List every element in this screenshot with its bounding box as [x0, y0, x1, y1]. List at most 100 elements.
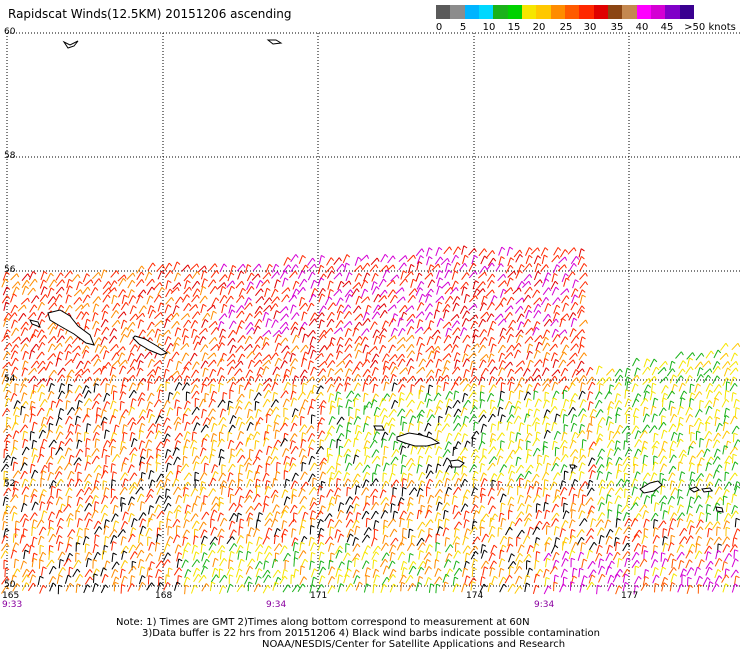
wind-barb [36, 407, 43, 416]
wind-barb [563, 502, 568, 506]
wind-barb [195, 369, 199, 374]
wind-barb [510, 503, 515, 507]
wind-barb [302, 488, 306, 492]
wind-barb [218, 501, 221, 512]
wind-barb [165, 470, 172, 479]
wind-barb [61, 455, 66, 460]
wind-barb [291, 408, 296, 418]
wind-barb [36, 295, 40, 300]
wind-barb [238, 495, 242, 505]
wind-barb [382, 269, 388, 279]
wind-barb [444, 286, 452, 295]
wind-barb [453, 352, 458, 362]
wind-barb [388, 423, 392, 434]
wind-barb [324, 361, 328, 366]
wind-barb [517, 321, 522, 331]
wind-barb [78, 384, 83, 389]
wind-barb [534, 263, 539, 273]
wind-barb [731, 493, 734, 503]
wind-barb [249, 495, 253, 499]
wind-barb [410, 445, 414, 455]
wind-barb [74, 385, 80, 394]
wind-barb [291, 488, 294, 498]
wind-barb [171, 375, 175, 380]
wind-barb [561, 273, 566, 283]
wind-barb [733, 432, 738, 436]
wind-barb [500, 472, 505, 477]
wind-barb [311, 439, 316, 443]
wind-barb [494, 302, 502, 311]
wind-barb [308, 455, 313, 465]
wind-barb [385, 365, 390, 369]
wind-barb [424, 393, 428, 403]
wind-barb [24, 327, 29, 331]
wind-barb [437, 463, 442, 467]
wind-barb [184, 445, 189, 449]
wind-barb [257, 519, 262, 522]
wind-barb [4, 368, 9, 372]
wind-barb [336, 439, 338, 449]
wind-barb [182, 294, 188, 303]
wind-barb [467, 383, 471, 388]
wind-barb [12, 461, 15, 472]
wind-barb [301, 326, 306, 331]
wind-barb [11, 281, 19, 289]
wind-barb [289, 504, 295, 514]
wind-barb [445, 366, 450, 371]
wind-barb [363, 272, 368, 282]
wind-barb [289, 358, 296, 367]
wind-barb [435, 295, 443, 303]
wind-barb [222, 485, 227, 489]
wind-barb [88, 502, 93, 507]
wind-barb [375, 501, 379, 506]
wind-barb [441, 367, 447, 376]
wind-barb [79, 281, 83, 285]
wind-barb [25, 285, 29, 290]
wind-barb [401, 287, 405, 292]
wind-barb [582, 329, 585, 334]
wind-barb [550, 318, 557, 327]
wind-barb [349, 511, 354, 515]
wind-barb [239, 384, 244, 388]
wind-barb [633, 464, 635, 474]
wind-barb [533, 271, 539, 281]
wind-barb [98, 296, 102, 301]
wind-barb [528, 408, 533, 412]
wind-barb [722, 445, 725, 455]
wind-barb [218, 472, 224, 482]
wind-barb [57, 367, 64, 376]
wind-barb [244, 302, 251, 311]
wind-barb [177, 470, 182, 474]
wind-barb [357, 512, 362, 515]
wind-barb [99, 345, 105, 354]
wind-barb [228, 520, 233, 530]
wind-barb [120, 441, 123, 451]
wind-barb [292, 304, 297, 308]
wind-barb [100, 365, 105, 375]
wind-barb [4, 511, 9, 515]
wind-barb [14, 383, 19, 386]
wind-barb [44, 398, 48, 403]
wind-barb [386, 353, 390, 358]
wind-barb [164, 455, 171, 464]
wind-barb [22, 431, 25, 440]
wind-barb [596, 433, 601, 443]
wind-barb [500, 487, 505, 491]
wind-barb [67, 470, 72, 480]
wind-barb [118, 359, 126, 367]
wind-barb [534, 359, 541, 367]
wind-barb [29, 350, 32, 360]
wind-barb [299, 302, 306, 311]
wind-barb [213, 378, 217, 383]
wind-barb [591, 457, 596, 461]
wind-barb [562, 408, 567, 412]
wind-barb [117, 360, 121, 365]
wind-barb [3, 318, 7, 327]
wind-barb [43, 423, 47, 428]
wind-barb [556, 413, 561, 417]
wind-barb [196, 288, 201, 293]
wind-barb [565, 302, 570, 306]
wind-barb [466, 272, 470, 276]
wind-barb [302, 505, 306, 509]
wind-barb [268, 445, 273, 449]
